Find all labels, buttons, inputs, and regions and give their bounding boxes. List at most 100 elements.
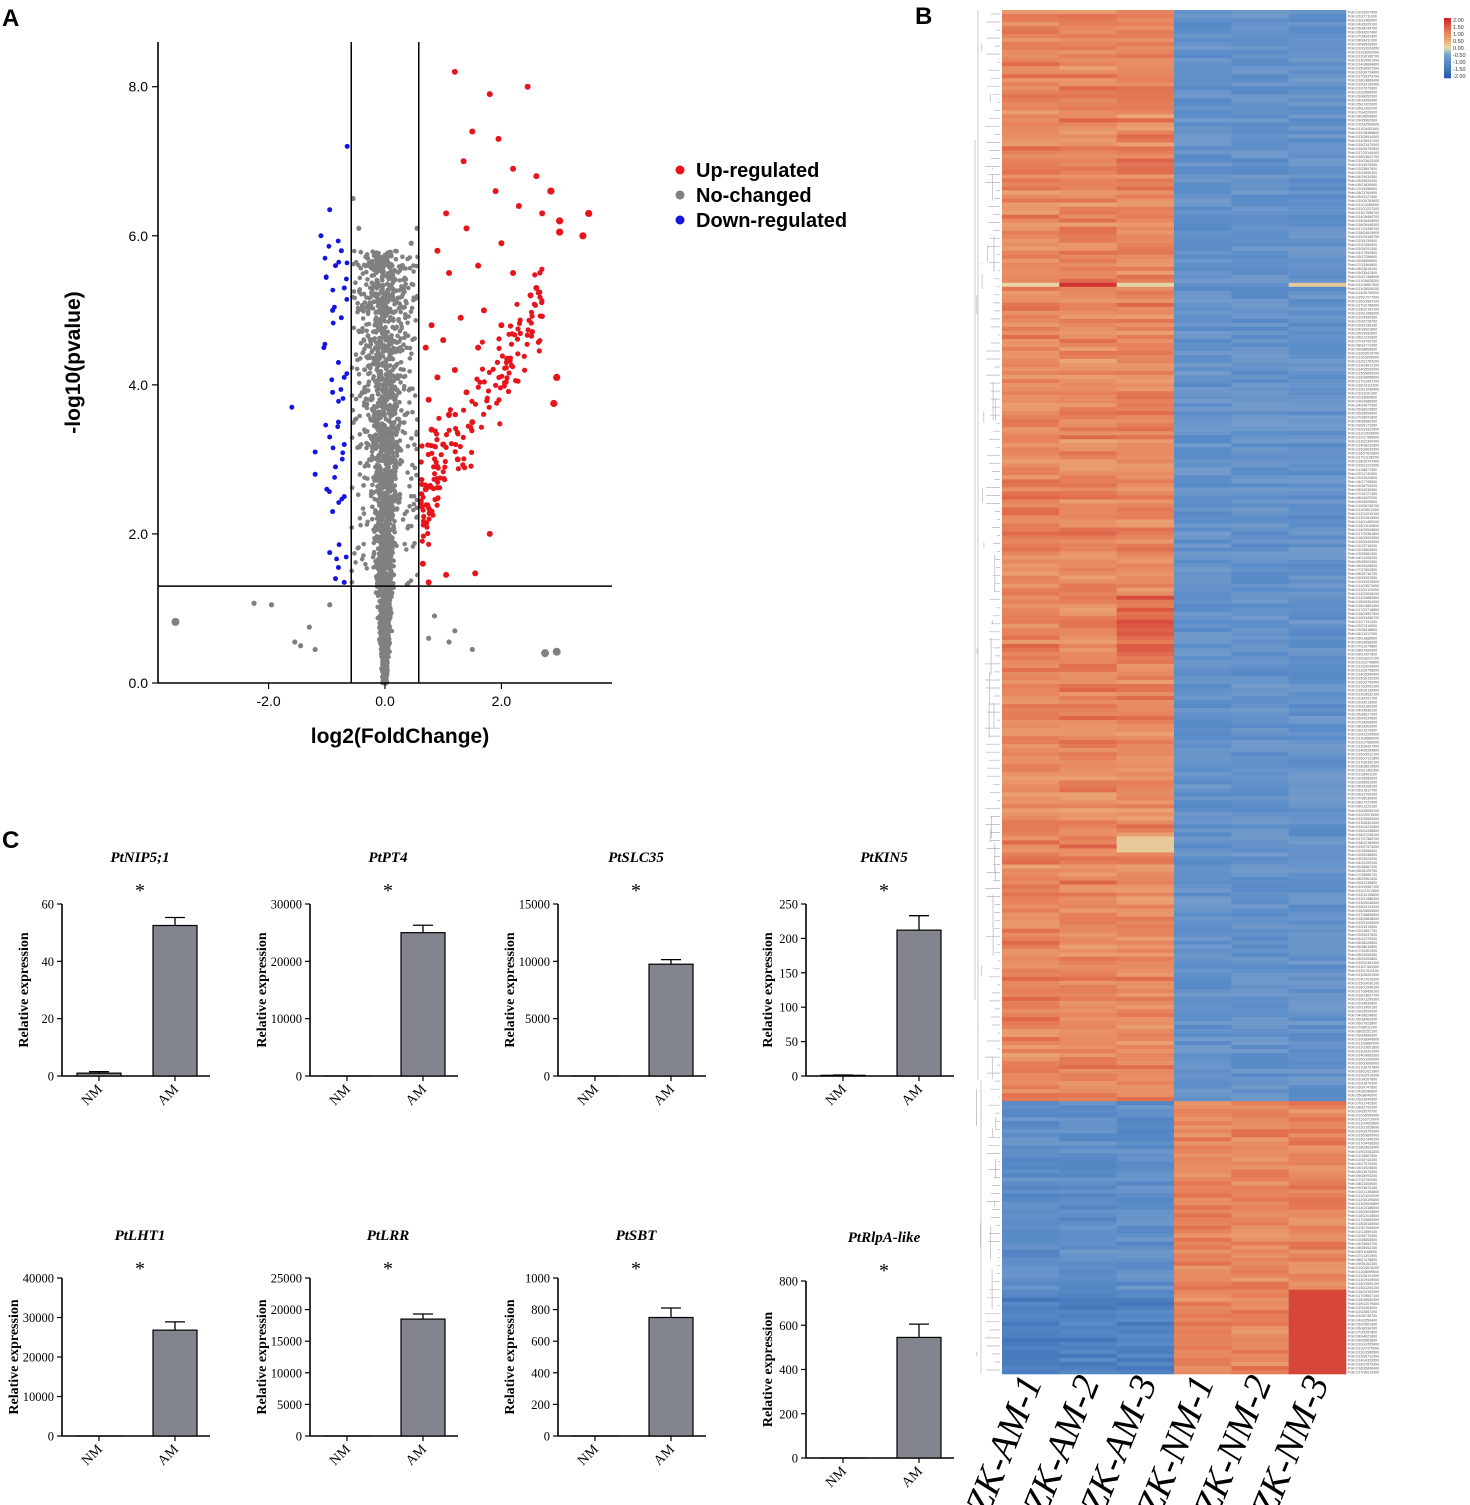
- heatmap-cell: [1174, 748, 1232, 753]
- point-up: [452, 449, 458, 455]
- heatmap-cell: [1059, 728, 1117, 733]
- heatmap-cell: [1231, 523, 1289, 528]
- heatmap-cell: [1174, 587, 1232, 592]
- heatmap-cell: [1288, 403, 1347, 408]
- heatmap-cell: [1116, 744, 1175, 749]
- heatmap-cell: [1288, 631, 1347, 637]
- heatmap-cell: [1288, 1217, 1347, 1222]
- heatmap-cell: [1116, 1101, 1175, 1106]
- heatmap-cell: [1059, 992, 1117, 998]
- point-up: [442, 458, 448, 465]
- point-up: [524, 83, 531, 90]
- heatmap-cell: [1002, 864, 1060, 869]
- heatmap-cell: [1116, 82, 1175, 87]
- heatmap-cell: [1231, 1045, 1289, 1050]
- heatmap-cell: [1231, 262, 1289, 268]
- heatmap-cell: [1059, 18, 1117, 23]
- heatmap-cell: [1231, 294, 1289, 300]
- heatmap-cell: [1059, 359, 1117, 364]
- heatmap-cell: [1288, 483, 1347, 488]
- heatmap-cell: [1288, 820, 1347, 825]
- heatmap-cell: [1059, 760, 1117, 765]
- heatmap-cell: [1059, 792, 1117, 797]
- heatmap-cell: [1116, 146, 1175, 151]
- heatmap-cell: [1059, 455, 1117, 460]
- heatmap-cell: [1059, 483, 1117, 488]
- point-nochange: [390, 272, 396, 278]
- heatmap-cell: [1231, 1165, 1289, 1170]
- heatmap-cell: [1116, 174, 1175, 179]
- heatmap-cell: [1174, 611, 1232, 617]
- heatmap-cell: [1174, 772, 1232, 777]
- heatmap-cell: [1116, 523, 1175, 528]
- heatmap-cells: [1002, 10, 1347, 1375]
- heatmap-cell: [1174, 515, 1232, 520]
- panel-letter-c: C: [2, 827, 19, 854]
- heatmap-cell: [1288, 579, 1347, 584]
- heatmap-cell: [1002, 1037, 1060, 1042]
- heatmap-cell: [1174, 992, 1232, 998]
- heatmap-cell: [1002, 700, 1060, 705]
- heatmap-cell: [1059, 1201, 1117, 1206]
- point-nochange: [371, 527, 377, 533]
- heatmap-cell: [1002, 1205, 1060, 1210]
- heatmap-cell: [1231, 708, 1289, 713]
- heatmap-cell: [1174, 1161, 1232, 1166]
- point-nochange: [373, 262, 378, 267]
- heatmap-cell: [1231, 603, 1289, 609]
- heatmap-cell: [1116, 1037, 1175, 1042]
- point-up: [457, 443, 463, 450]
- heatmap-cell: [1059, 559, 1117, 564]
- heatmap-cell: [1059, 138, 1117, 143]
- heatmap-cell: [1116, 342, 1175, 348]
- heatmap-cell: [1288, 1197, 1347, 1202]
- heatmap-cell: [1059, 1177, 1117, 1182]
- heatmap-cell: [1288, 399, 1347, 404]
- point-up: [475, 344, 482, 351]
- heatmap-cell: [1288, 1000, 1347, 1006]
- heatmap-cell: [1174, 856, 1232, 861]
- point-nochange: [383, 676, 388, 682]
- point-nochange: [400, 305, 406, 311]
- point-nochange: [398, 380, 403, 385]
- heatmap-cell: [1059, 118, 1117, 123]
- heatmap-cell: [1174, 615, 1232, 621]
- heatmap-cell: [1174, 1129, 1232, 1134]
- heatmap-cell: [1288, 543, 1347, 548]
- heatmap-cell: [1002, 655, 1060, 661]
- heatmap-cell: [1002, 1233, 1060, 1238]
- heatmap-cell: [1174, 122, 1232, 127]
- heatmap-cell: [1116, 282, 1175, 288]
- heatmap-cell: [1002, 848, 1060, 853]
- heatmap-cell: [1231, 499, 1289, 504]
- point-nochange: [412, 541, 417, 546]
- heatmap-cell: [1059, 591, 1117, 597]
- heatmap-cell: [1288, 455, 1347, 460]
- point-nochange: [351, 261, 356, 267]
- point-down: [338, 387, 344, 392]
- heatmap-cell: [1116, 988, 1175, 994]
- heatmap-cell: [1059, 110, 1117, 115]
- heatmap-cell: [1288, 587, 1347, 592]
- heatmap-cell: [1116, 1241, 1175, 1246]
- heatmap-cell: [1116, 70, 1175, 75]
- heatmap-cell: [1174, 687, 1232, 693]
- heatmap-cell: [1059, 74, 1117, 79]
- point-up: [505, 388, 512, 395]
- heatmap-cell: [1002, 627, 1060, 633]
- heatmap-cell: [1002, 1201, 1060, 1206]
- point-nochange: [372, 496, 378, 502]
- heatmap-cell: [1231, 639, 1289, 645]
- heatmap-cell: [1059, 1141, 1117, 1146]
- heatmap-cell: [1231, 326, 1289, 332]
- heatmap-cell: [1231, 876, 1289, 881]
- heatmap-cell: [1231, 399, 1289, 404]
- point-down: [335, 424, 341, 430]
- point-nochange: [379, 377, 384, 383]
- heatmap-cell: [1288, 675, 1347, 681]
- heatmap-cell: [1002, 1213, 1060, 1218]
- heatmap-cell: [1002, 519, 1060, 524]
- heatmap-cell: [1002, 78, 1060, 83]
- heatmap-cell: [1059, 840, 1117, 845]
- point-nochange: [378, 468, 384, 473]
